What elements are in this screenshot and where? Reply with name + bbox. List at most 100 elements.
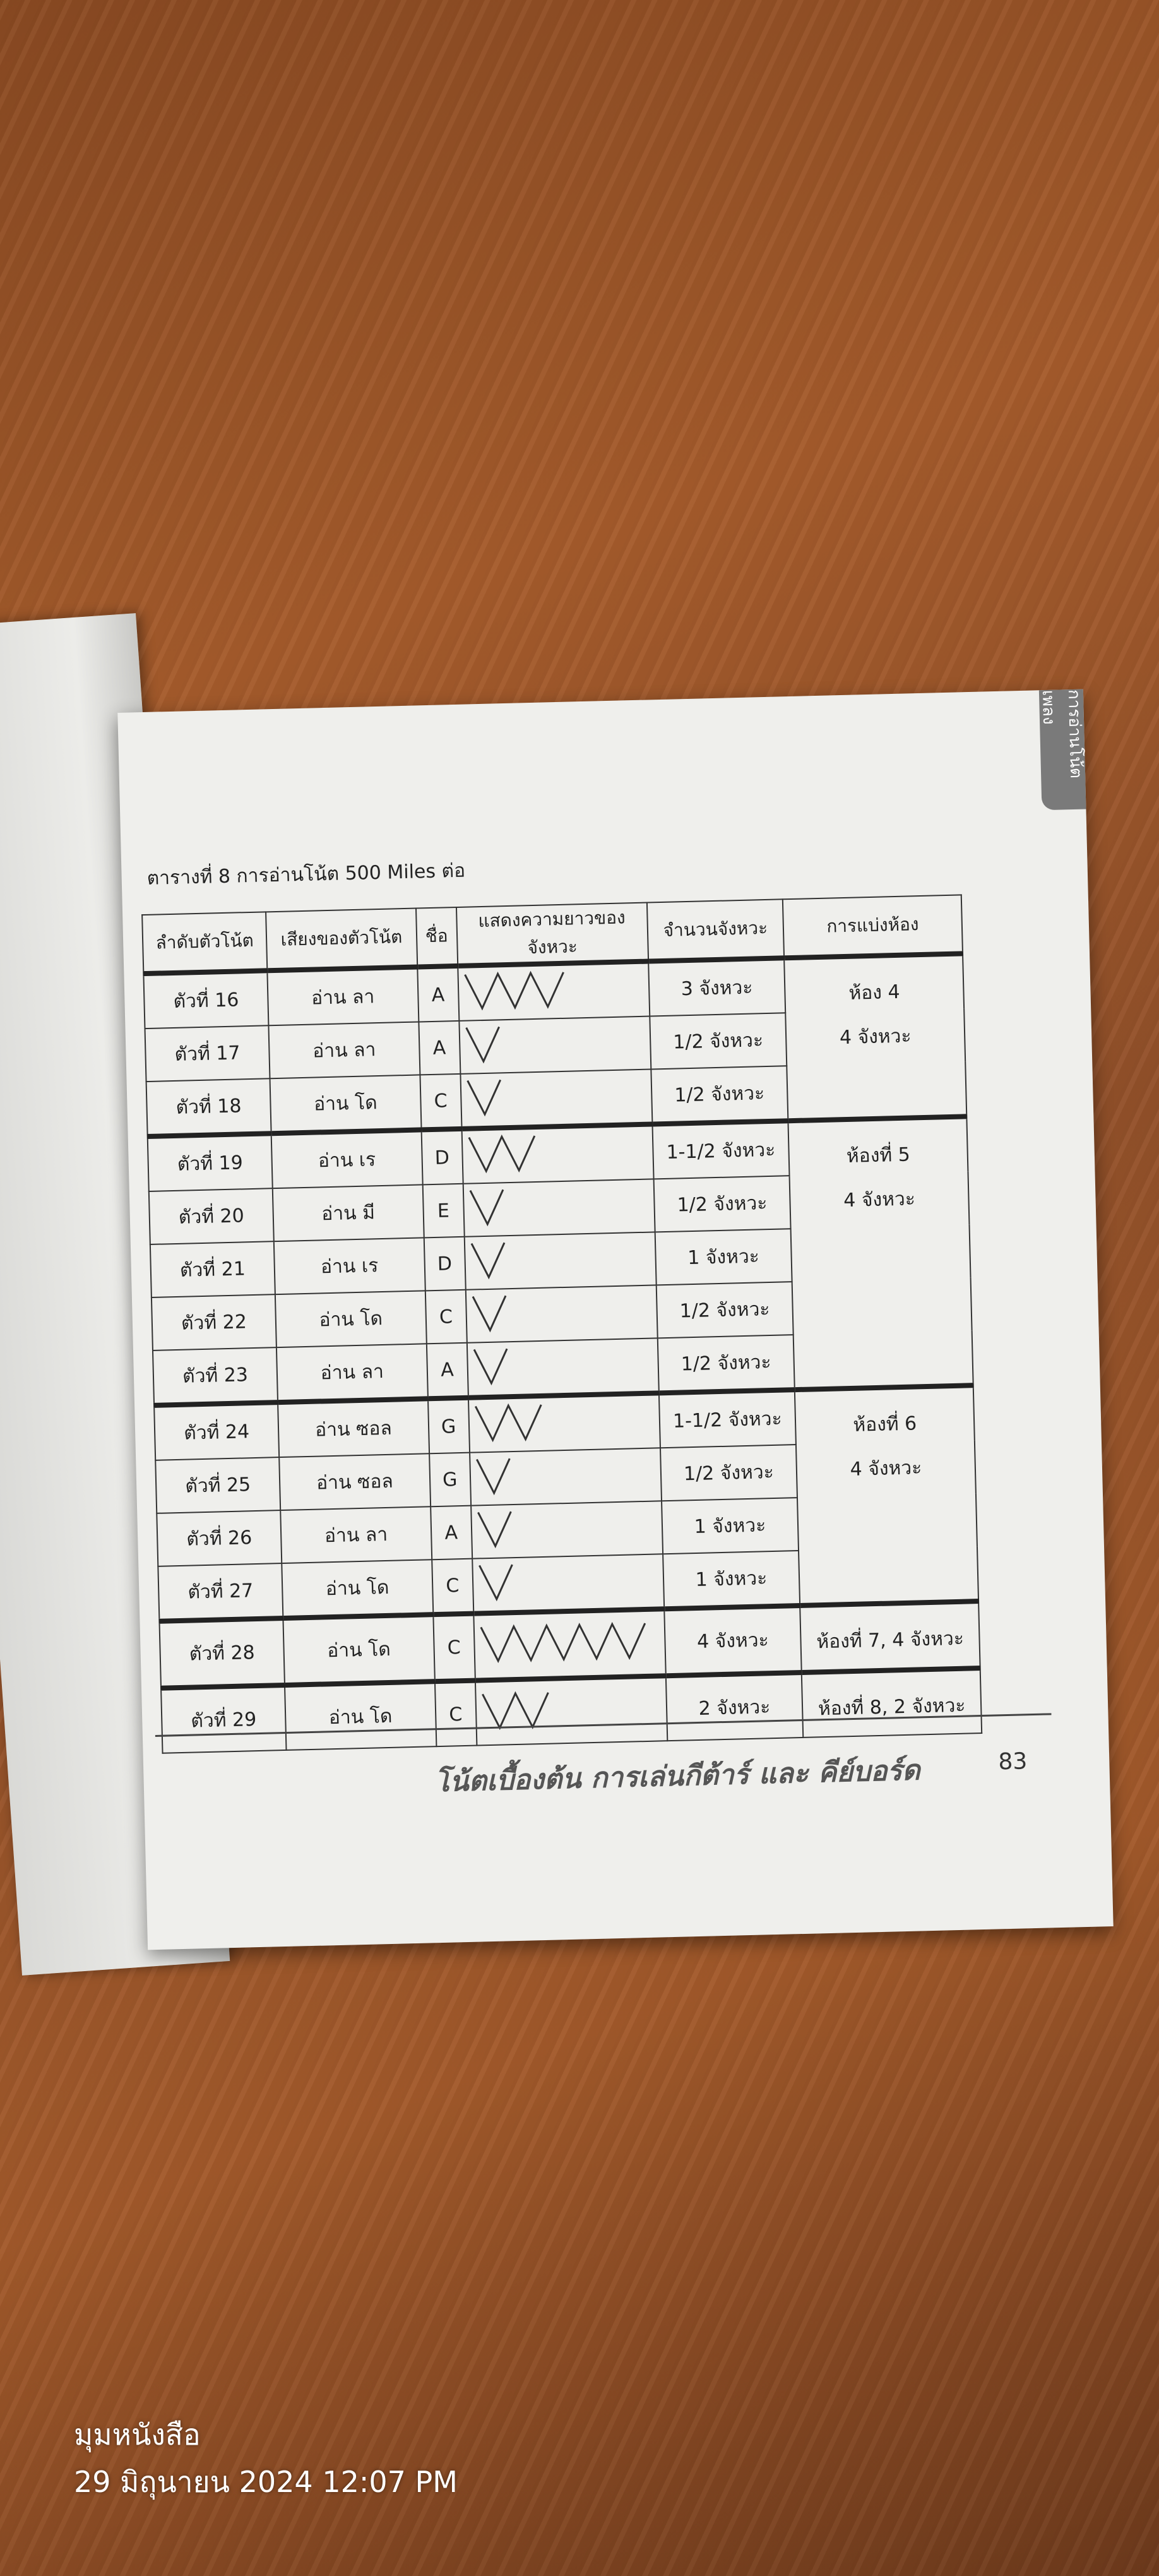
note-name: A bbox=[419, 1020, 461, 1075]
note-sound: อ่าน โด bbox=[275, 1291, 427, 1348]
note-order: ตัวที่ 24 bbox=[154, 1402, 280, 1460]
beat-count: 1 จังหวะ bbox=[661, 1498, 799, 1554]
note-order: ตัวที่ 27 bbox=[158, 1563, 283, 1621]
note-order: ตัวที่ 26 bbox=[157, 1510, 282, 1566]
beat-count: 1/2 จังหวะ bbox=[657, 1335, 795, 1393]
zigzag bbox=[470, 1242, 505, 1280]
note-order: ตัวที่ 23 bbox=[152, 1347, 278, 1405]
beat-count: 1-1/2 จังหวะ bbox=[652, 1121, 790, 1179]
table-row: ตัวที่ 22 อ่าน โด C 1/2 จังหวะ bbox=[151, 1277, 972, 1351]
zigzag-line bbox=[472, 1295, 507, 1333]
zigzag-line bbox=[470, 1242, 505, 1280]
page-number: 83 bbox=[997, 1748, 1028, 1775]
zigzag bbox=[474, 1403, 542, 1443]
rhythm-drawing bbox=[468, 1393, 660, 1453]
zigzag bbox=[463, 970, 564, 1011]
table-row: ตัวที่ 25 อ่าน ซอล G 1/2 จังหวะ bbox=[155, 1440, 976, 1513]
note-sound: อ่าน ลา bbox=[280, 1506, 432, 1564]
table-row: ตัวที่ 21 อ่าน เร D 1 จังหวะ bbox=[150, 1224, 971, 1297]
note-name: C bbox=[434, 1680, 477, 1747]
table-row: ตัวที่ 28 อ่าน โด C 4 จังหวะ ห้องที่ 7, 4 จั… bbox=[159, 1601, 980, 1688]
table-row: ตัวที่ 16 อ่าน ลา A 3 จังหวะ ห้อง 4 4 จังหวะ bbox=[143, 953, 967, 1121]
note-sound: อ่าน โด bbox=[282, 1559, 433, 1619]
beat-count: 1/2 จังหวะ bbox=[649, 1013, 787, 1070]
rhythm-drawing bbox=[464, 1232, 657, 1290]
note-order: ตัวที่ 22 bbox=[151, 1294, 276, 1351]
note-name: A bbox=[417, 965, 459, 1022]
zigzag bbox=[473, 1348, 508, 1386]
zigzag-line bbox=[477, 1511, 512, 1549]
note-name: D bbox=[421, 1128, 463, 1185]
note-name: C bbox=[431, 1558, 473, 1615]
zigzag bbox=[468, 1134, 535, 1174]
note-sound: อ่าน มี bbox=[272, 1184, 424, 1242]
room-label: ห้องที่ 8, 2 จังหวะ bbox=[817, 1694, 966, 1720]
note-order: ตัวที่ 29 bbox=[161, 1685, 287, 1753]
table-row: ตัวที่ 17 อ่าน ลา A 1/2 จังหวะ bbox=[145, 1008, 966, 1082]
table-row: ตัวที่ 26 อ่าน ลา A 1 จังหวะ bbox=[157, 1493, 977, 1566]
watermark-datetime: 29 มิถุนายน 2024 12:07 PM bbox=[74, 2465, 458, 2499]
note-sound: อ่าน โด bbox=[283, 1614, 435, 1685]
note-sound: อ่าน เร bbox=[273, 1237, 425, 1295]
beat-count: 1 จังหวะ bbox=[655, 1229, 792, 1285]
rhythm-drawing bbox=[470, 1501, 663, 1559]
note-name: G bbox=[429, 1452, 471, 1507]
rhythm-drawing bbox=[473, 1609, 666, 1681]
note-name: C bbox=[425, 1289, 467, 1344]
zigzag bbox=[472, 1295, 507, 1333]
note-name: C bbox=[420, 1073, 462, 1130]
note-name: C bbox=[432, 1613, 475, 1682]
rhythm-drawing bbox=[469, 1448, 662, 1506]
beat-count: 1/2 จังหวะ bbox=[653, 1176, 791, 1232]
header-cell: ลำดับตัวโน้ต bbox=[142, 912, 268, 974]
note-sound: อ่าน ลา bbox=[267, 967, 419, 1026]
beat-count: 1/2 จังหวะ bbox=[650, 1066, 788, 1124]
side-tab: การอ่านโน้ตเพลง bbox=[1038, 689, 1086, 811]
room-beats: 4 จังหวะ bbox=[839, 1025, 912, 1049]
note-sound: อ่าน ลา bbox=[276, 1344, 428, 1403]
rhythm-drawing bbox=[460, 1069, 653, 1129]
rhythm-drawing bbox=[463, 1179, 655, 1237]
header-cell: จำนวนจังหวะ bbox=[646, 899, 785, 962]
zigzag bbox=[477, 1511, 512, 1549]
note-order: ตัวที่ 17 bbox=[145, 1025, 270, 1082]
zigzag-line bbox=[465, 1026, 500, 1064]
room-cell: ห้องที่ 6 4 จังหวะ bbox=[794, 1385, 979, 1606]
table-row: ตัวที่ 23 อ่าน ลา A 1/2 จังหวะ bbox=[152, 1330, 973, 1405]
rhythm-table: ลำดับตัวโน้ต เสียงของตัวโน้ต ชื่อ แสดงความย… bbox=[141, 894, 982, 1753]
note-order: ตัวที่ 28 bbox=[159, 1618, 285, 1688]
note-sound: อ่าน ซอล bbox=[278, 1398, 429, 1458]
rhythm-drawing bbox=[458, 1016, 651, 1074]
header-cell: การแบ่งห้อง bbox=[782, 895, 963, 958]
header-cell: เสียงของตัวโน้ต bbox=[266, 908, 417, 971]
room-label: ห้องที่ 6 bbox=[852, 1412, 917, 1436]
rhythm-drawing bbox=[467, 1338, 659, 1398]
zigzag-line bbox=[480, 1621, 646, 1664]
table-row: ตัวที่ 29 อ่าน โด C 2 จังหวะ ห้องที่ 8, 2 จั… bbox=[161, 1668, 982, 1753]
beat-count: 1 จังหวะ bbox=[662, 1551, 800, 1609]
note-order: ตัวที่ 25 bbox=[155, 1457, 281, 1513]
room-beats: 4 จังหวะ bbox=[843, 1188, 916, 1212]
note-sound: อ่าน เร bbox=[271, 1130, 423, 1189]
rhythm-drawing bbox=[472, 1554, 664, 1614]
zigzag-line bbox=[466, 1079, 501, 1117]
table-caption: ตารางที่ 8 การอ่านโน้ต 500 Miles ต่อ bbox=[146, 859, 466, 890]
room-beats: 4 จังหวะ bbox=[850, 1457, 922, 1481]
note-sound: อ่าน ลา bbox=[268, 1022, 420, 1079]
note-order: ตัวที่ 21 bbox=[150, 1241, 275, 1297]
rhythm-drawing bbox=[461, 1124, 654, 1184]
beat-count: 3 จังหวะ bbox=[648, 958, 786, 1017]
beat-count: 2 จังหวะ bbox=[665, 1672, 804, 1741]
rhythm-drawing bbox=[475, 1676, 667, 1746]
zigzag-line bbox=[469, 1189, 504, 1227]
room-cell: ห้องที่ 5 4 จังหวะ bbox=[788, 1116, 973, 1390]
beat-count: 1/2 จังหวะ bbox=[660, 1445, 798, 1501]
room-label: ห้องที่ 7, 4 จังหวะ bbox=[816, 1627, 965, 1654]
zigzag-line bbox=[481, 1691, 549, 1731]
note-name: A bbox=[426, 1342, 468, 1399]
note-name: E bbox=[422, 1183, 465, 1238]
watermark-place: มุมหนังสือ bbox=[74, 2418, 201, 2452]
header-cell: แสดงความยาวของจังหวะ bbox=[456, 902, 648, 966]
